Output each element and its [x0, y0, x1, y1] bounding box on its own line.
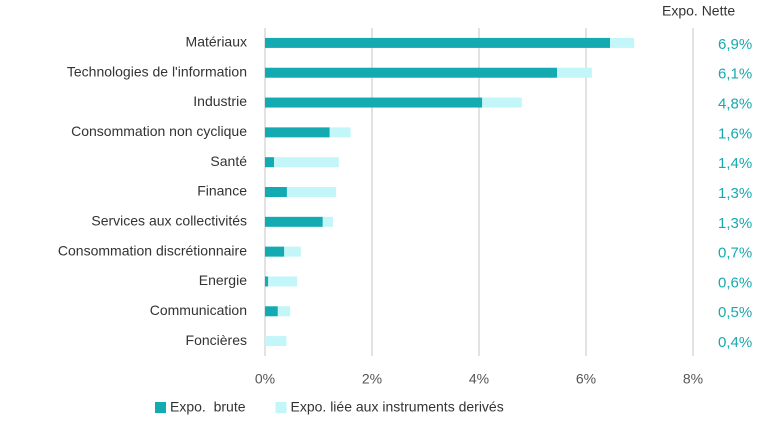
bar-segment [274, 157, 339, 168]
bar-segment [286, 187, 337, 197]
legend-label: Expo. brute [170, 399, 246, 415]
bar-segment [322, 216, 333, 227]
net-label: 1,4% [718, 155, 752, 172]
bar-segment [268, 276, 298, 287]
bar-segment [265, 306, 278, 317]
y-tick-label: Industrie [193, 93, 247, 109]
x-tick-label: 6% [576, 371, 596, 387]
net-label: 1,6% [718, 125, 752, 142]
y-tick-label: Communication [150, 302, 247, 318]
net-label: 0,4% [718, 334, 752, 351]
net-header: Expo. Nette [662, 3, 735, 19]
bar-segment [277, 306, 291, 317]
bar-segment [265, 187, 287, 197]
bar-segment [265, 276, 269, 287]
bar-segment [284, 246, 301, 257]
net-label: 0,7% [718, 245, 752, 262]
bar-segment [329, 127, 351, 138]
legend-swatch [275, 402, 287, 413]
legend-swatch [155, 402, 166, 413]
y-tick-label: Consommation discrétionnaire [58, 242, 247, 258]
bar-segment [265, 216, 323, 227]
net-label: 4,8% [718, 96, 752, 113]
bar-segment [265, 67, 558, 78]
y-tick-label: Services aux collectivités [91, 213, 247, 229]
bar-segment [265, 246, 285, 257]
x-tick-label: 0% [255, 371, 275, 387]
net-label: 1,3% [718, 185, 752, 202]
y-tick-label: Technologies de l'information [67, 63, 247, 79]
y-tick-label: Foncières [186, 332, 247, 348]
net-label: 1,3% [718, 215, 752, 232]
bar-segment [265, 336, 287, 347]
y-tick-label: Santé [210, 153, 247, 169]
bar-segment [265, 127, 330, 138]
x-tick-label: 8% [683, 371, 703, 387]
bar-segment [265, 157, 275, 168]
x-tick-label: 2% [362, 371, 382, 387]
bar-segment [265, 37, 611, 48]
y-tick-label: Finance [197, 183, 247, 199]
net-label: 6,1% [718, 66, 752, 83]
net-label: 6,9% [718, 36, 752, 53]
bar-segment [557, 67, 592, 78]
bar-segment [265, 97, 483, 108]
x-tick-label: 4% [469, 371, 489, 387]
legend-label: Expo. liée aux instruments derivés [291, 399, 504, 415]
y-tick-label: Matériaux [186, 34, 247, 50]
y-tick-label: Consommation non cyclique [71, 123, 247, 139]
bar-segment [482, 97, 522, 108]
net-label: 0,5% [718, 304, 752, 321]
bar-segment [610, 37, 635, 48]
net-label: 0,6% [718, 274, 752, 291]
y-tick-label: Energie [199, 272, 247, 288]
